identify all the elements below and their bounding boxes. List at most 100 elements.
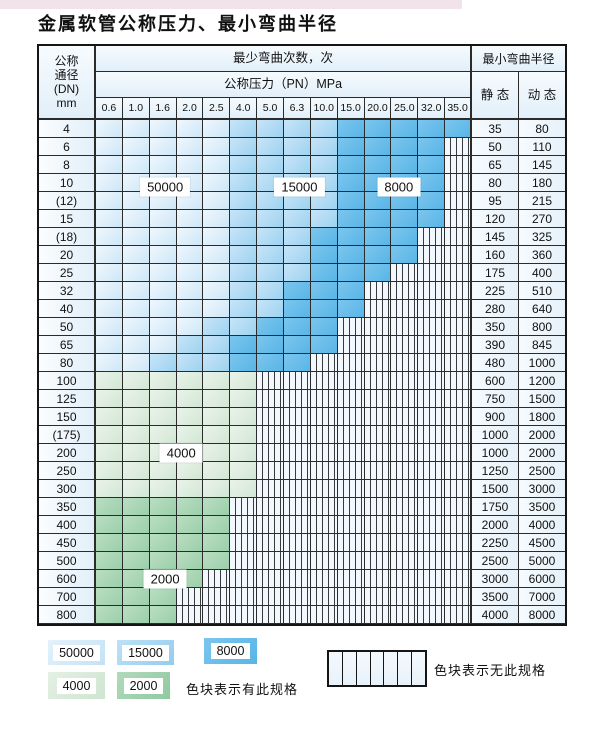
no-spec-cell (418, 282, 446, 300)
spec-cell-g4 (230, 426, 258, 444)
no-spec-cell (445, 498, 472, 516)
legend-swatch-50000: 50000 (48, 640, 105, 665)
no-spec-cell (284, 426, 311, 444)
pressure-col-header: 25.0 (391, 98, 419, 120)
no-spec-cell (284, 480, 311, 498)
static-radius-cell: 1000 (472, 426, 519, 444)
no-spec-cell (337, 480, 365, 498)
no-spec-cell (364, 390, 392, 408)
spec-cell-b8 (257, 336, 284, 354)
no-spec-cell (418, 444, 446, 462)
spec-cell-g4 (230, 480, 258, 498)
spec-cell-b8 (391, 192, 419, 210)
spec-cell-g2 (122, 588, 150, 606)
spec-cell-b8 (230, 354, 258, 372)
spec-cell-b50 (122, 246, 150, 264)
spec-cell-b50 (122, 138, 150, 156)
no-spec-cell (418, 228, 446, 246)
dynamic-radius-cell: 5000 (519, 552, 565, 570)
spec-cell-b50 (96, 228, 123, 246)
dn-header-line: mm (56, 96, 77, 110)
spec-cell-g4 (203, 372, 231, 390)
spec-cell-b50 (176, 282, 204, 300)
spec-cell-g2 (176, 534, 204, 552)
spec-cell-g4 (203, 390, 231, 408)
no-spec-cell (284, 444, 311, 462)
no-spec-cell (445, 156, 472, 174)
no-spec-cell (391, 444, 419, 462)
no-spec-cell (364, 516, 392, 534)
no-spec-cell (391, 588, 419, 606)
no-spec-cell (364, 588, 392, 606)
legend-swatch-8000: 8000 (204, 638, 257, 664)
no-spec-cell (418, 318, 446, 336)
spec-cell-b50 (122, 156, 150, 174)
no-spec-cell (257, 426, 284, 444)
no-spec-cell (391, 480, 419, 498)
spec-cell-b15 (284, 246, 311, 264)
static-radius-cell: 1000 (472, 444, 519, 462)
no-spec-cell (418, 390, 446, 408)
spec-cell-b50 (149, 210, 177, 228)
spec-cell-b50 (203, 138, 231, 156)
spec-cell-b8 (257, 354, 284, 372)
no-spec-cell (445, 552, 472, 570)
no-spec-cell (445, 318, 472, 336)
spec-cell-b15 (310, 156, 338, 174)
spec-cell-g2 (122, 606, 150, 624)
pressure-col-header: 0.6 (96, 98, 123, 120)
no-spec-cell (230, 516, 258, 534)
no-spec-cell (391, 462, 419, 480)
no-spec-cell (310, 588, 338, 606)
dn-cell: 65 (39, 336, 96, 354)
no-spec-cell (445, 462, 472, 480)
no-spec-cell (445, 588, 472, 606)
spec-cell-b50 (96, 318, 123, 336)
spec-cell-b15 (310, 138, 338, 156)
dynamic-radius-cell: 2000 (519, 444, 565, 462)
spec-cell-b8 (364, 138, 392, 156)
spec-cell-g4 (96, 426, 123, 444)
no-spec-cell (364, 606, 392, 624)
no-spec-cell (337, 354, 365, 372)
dynamic-radius-cell: 3000 (519, 480, 565, 498)
spec-cell-g2 (176, 552, 204, 570)
spec-cell-g4 (176, 480, 204, 498)
no-spec-cell (391, 606, 419, 624)
no-spec-cell (337, 534, 365, 552)
no-spec-cell (337, 498, 365, 516)
no-spec-cell (445, 516, 472, 534)
no-spec-cell (364, 444, 392, 462)
spec-cell-g2 (122, 552, 150, 570)
spec-cell-b8 (391, 120, 419, 138)
pressure-col-header: 4.0 (230, 98, 258, 120)
spec-cell-b15 (310, 210, 338, 228)
dynamic-radius-cell: 180 (519, 174, 565, 192)
spec-cell-b15 (257, 210, 284, 228)
spec-cell-b15 (310, 192, 338, 210)
no-spec-cell (337, 588, 365, 606)
spec-cell-g4 (230, 444, 258, 462)
no-spec-cell (203, 588, 231, 606)
dn-cell: 250 (39, 462, 96, 480)
static-radius-cell: 4000 (472, 606, 519, 624)
no-spec-cell (230, 606, 258, 624)
spec-cell-b8 (391, 246, 419, 264)
spec-cell-g2 (96, 498, 123, 516)
spec-cell-b8 (337, 138, 365, 156)
spec-cell-b50 (176, 138, 204, 156)
no-spec-cell (364, 408, 392, 426)
spec-cell-g4 (96, 480, 123, 498)
no-spec-cell (445, 192, 472, 210)
spec-cell-g2 (122, 534, 150, 552)
pressure-col-header: 1.0 (122, 98, 150, 120)
spec-cell-b15 (203, 318, 231, 336)
no-spec-cell (364, 300, 392, 318)
no-spec-cell (337, 426, 365, 444)
no-spec-cell (337, 462, 365, 480)
spec-cell-g2 (203, 516, 231, 534)
pressure-col-header: 35.0 (445, 98, 472, 120)
spec-cell-b8 (364, 246, 392, 264)
spec-cell-b8 (337, 246, 365, 264)
spec-cell-b15 (230, 282, 258, 300)
